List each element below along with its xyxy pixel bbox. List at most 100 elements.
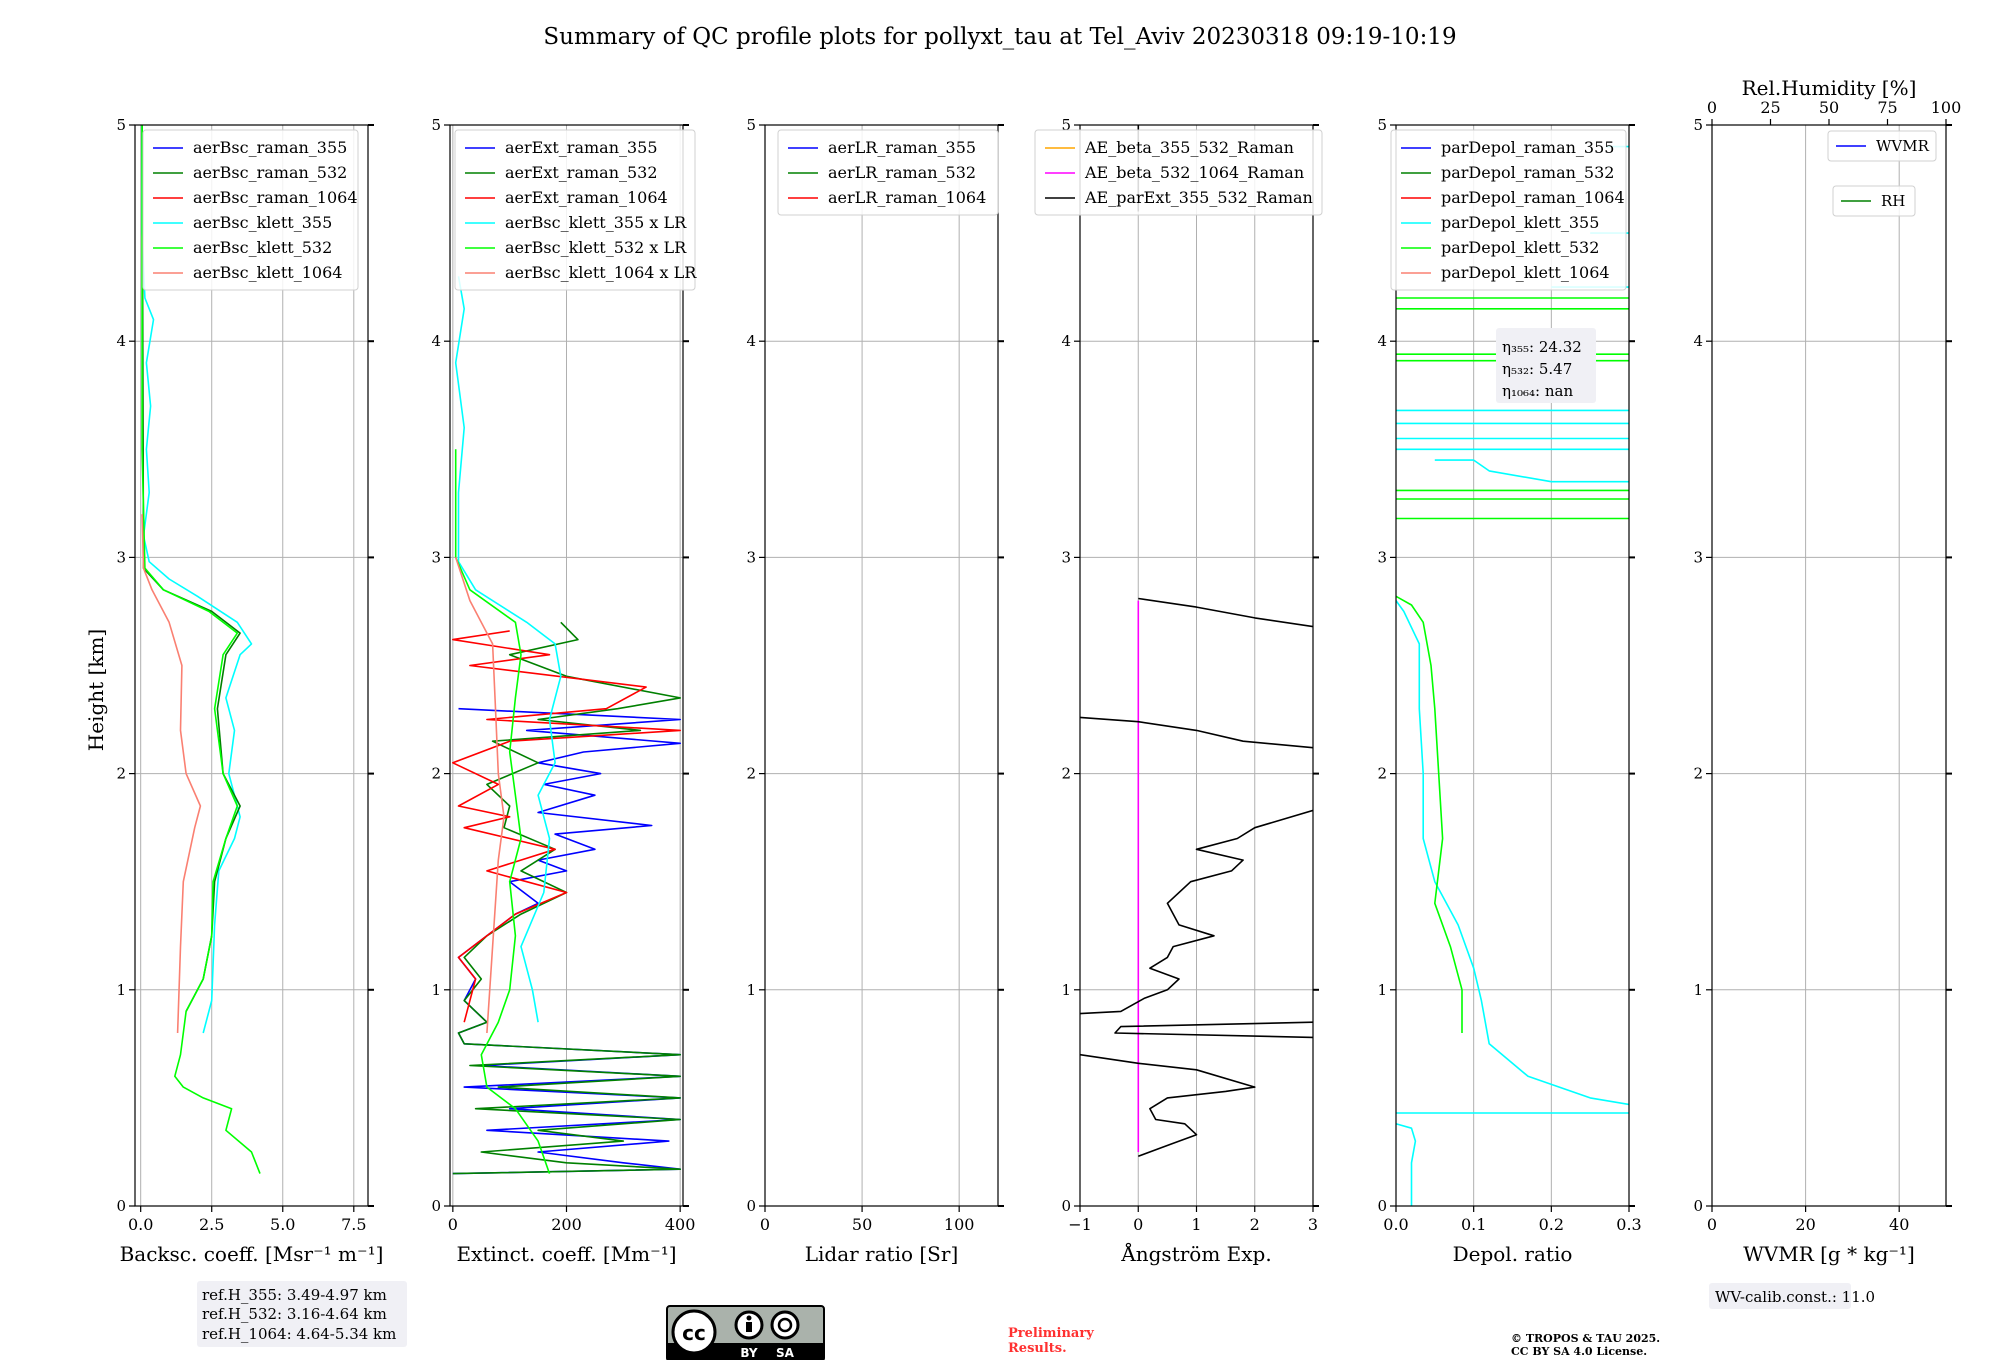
series-line — [1080, 1053, 1256, 1158]
legend-box — [777, 129, 999, 216]
legend-box — [142, 129, 359, 291]
series-group — [1080, 125, 1313, 1158]
axes-frame — [134, 124, 369, 1207]
legend-label: aerBsc_klett_532 — [193, 238, 332, 257]
top-x-tick-label: 100 — [1931, 98, 1962, 117]
y-tick-label: 4 — [431, 332, 441, 350]
top-x-tick-label: 50 — [1819, 98, 1839, 117]
legend-label: parDepol_raman_532 — [1441, 163, 1614, 182]
series-line — [1080, 809, 1313, 1015]
copyright-line-1: © TROPOS & TAU 2025. — [1511, 1332, 1660, 1345]
x-tick-label: 0 — [448, 1215, 458, 1234]
top-x-tick-label: 0 — [1707, 98, 1717, 117]
legend-box — [1390, 129, 1627, 291]
annotation-line: η₁₀₆₄: nan — [1502, 382, 1573, 400]
x-tick-label: 200 — [551, 1215, 582, 1234]
x-tick-label: 2.5 — [199, 1215, 224, 1234]
x-tick-label: 0.1 — [1461, 1215, 1486, 1234]
y-axis-label: Height [km] — [84, 629, 108, 751]
legend-label: RH — [1881, 192, 1905, 210]
figure-title: Summary of QC profile plots for pollyxt_… — [543, 24, 1456, 50]
x-tick-label: 7.5 — [341, 1215, 366, 1234]
y-tick-label: 3 — [746, 548, 756, 566]
y-tick-label: 4 — [1693, 332, 1703, 350]
series-line — [141, 125, 253, 1034]
legend-box — [454, 129, 696, 291]
series-line — [1114, 1021, 1313, 1039]
preliminary-note: Preliminary Results. — [1008, 1326, 1094, 1356]
y-tick-label: 3 — [431, 548, 441, 566]
panel-2: 0 1 2 3 4 5 0 200 400 Extinct. coeff. [Mm⁻¹] aerEx… — [431, 116, 697, 1266]
x-axis-label: Depol. ratio — [1453, 1242, 1573, 1266]
copyright-note: © TROPOS & TAU 2025. CC BY SA 4.0 Licens… — [1511, 1332, 1660, 1358]
x-axis-label: Extinct. coeff. [Mm⁻¹] — [456, 1242, 676, 1266]
cc-icon: cc — [671, 1309, 717, 1355]
axes-frame — [1395, 124, 1630, 1207]
legend-label: parDepol_raman_1064 — [1441, 188, 1625, 207]
series-line — [454, 557, 505, 1034]
legend-label: parDepol_klett_1064 — [1441, 263, 1610, 282]
series-line — [141, 514, 202, 1034]
annotation-line: η₅₃₂: 5.47 — [1502, 360, 1572, 378]
license-sa: SA — [776, 1346, 795, 1360]
legend-label: aerLR_raman_355 — [828, 138, 976, 157]
ref-height-355: ref.H_355: 3.49-4.97 km — [202, 1286, 387, 1304]
x-tick-label: 40 — [1889, 1215, 1909, 1234]
x-tick-label: 2 — [1250, 1215, 1260, 1234]
y-tick-label: 2 — [1377, 765, 1387, 783]
legend-label: aerBsc_klett_355 — [193, 213, 332, 232]
attribution-icon — [734, 1310, 764, 1340]
series-line — [1396, 1123, 1417, 1206]
legend-label: aerBsc_raman_532 — [193, 163, 347, 182]
x-tick-label: 50 — [852, 1215, 872, 1234]
legend: AE_beta_355_532_Raman AE_beta_532_1064_Ra… — [1034, 129, 1323, 216]
legend-label: parDepol_raman_355 — [1441, 138, 1614, 157]
x-tick-label: 20 — [1795, 1215, 1815, 1234]
y-tick-label: 2 — [116, 765, 126, 783]
x-tick-label: 0 — [760, 1215, 770, 1234]
x-tick-label: 5.0 — [270, 1215, 295, 1234]
annotation-line: η₃₅₅: 24.32 — [1502, 338, 1582, 356]
legend-label: aerLR_raman_1064 — [828, 188, 986, 207]
y-tick-label: 5 — [1061, 116, 1071, 134]
y-tick-label: 0 — [431, 1197, 441, 1215]
series-line — [1396, 600, 1629, 1106]
y-tick-label: 1 — [1377, 981, 1387, 999]
ref-height-1064: ref.H_1064: 4.64-5.34 km — [202, 1325, 396, 1343]
axes-frame — [1711, 124, 1947, 1207]
y-tick-label: 4 — [1061, 332, 1071, 350]
x-tick-label: 3 — [1308, 1215, 1318, 1234]
y-tick-label: 5 — [1377, 116, 1387, 134]
legend-label: aerBsc_klett_355 x LR — [505, 213, 687, 232]
legend: aerExt_raman_355 aerExt_raman_532 aerExt_r… — [454, 129, 697, 291]
legend-box — [1034, 129, 1323, 216]
y-tick-label: 1 — [431, 981, 441, 999]
legend-label: aerExt_raman_1064 — [505, 188, 668, 207]
legend: parDepol_raman_355 parDepol_raman_532 parD… — [1390, 129, 1627, 291]
svg-text:cc: cc — [682, 1321, 706, 1345]
series-line — [452, 621, 682, 1175]
legend-label: aerBsc_klett_1064 — [193, 263, 342, 282]
y-tick-label: 1 — [746, 981, 756, 999]
eta-annotation: η₃₅₅: 24.32 η₅₃₂: 5.47 η₁₀₆₄: nan — [1496, 328, 1596, 403]
panel-1: 0 1 2 3 4 5 0.0 2.5 5.0 7.5 Backsc. coeff. [Msr⁻¹ … — [116, 116, 383, 1266]
series-line — [1434, 459, 1629, 483]
series-line — [1396, 595, 1463, 1033]
y-tick-label: 2 — [746, 765, 756, 783]
y-tick-label: 3 — [1061, 548, 1071, 566]
y-tick-label: 1 — [116, 981, 126, 999]
x-axis-label: Backsc. coeff. [Msr⁻¹ m⁻¹] — [120, 1242, 384, 1266]
y-tick-label: 0 — [1693, 1197, 1703, 1215]
annotation-box — [1496, 328, 1596, 403]
x-tick-label: 0 — [1133, 1215, 1143, 1234]
share-alike-icon — [770, 1310, 800, 1340]
legend-label: aerBsc_klett_1064 x LR — [505, 263, 697, 282]
series-line — [1138, 597, 1313, 628]
x-axis-label: Ångström Exp. — [1120, 1241, 1271, 1266]
y-tick-label: 2 — [1061, 765, 1071, 783]
legend-label: AE_beta_532_1064_Raman — [1084, 163, 1304, 182]
y-tick-label: 2 — [431, 765, 441, 783]
y-tick-label: 0 — [1061, 1197, 1071, 1215]
y-tick-label: 1 — [1061, 981, 1071, 999]
